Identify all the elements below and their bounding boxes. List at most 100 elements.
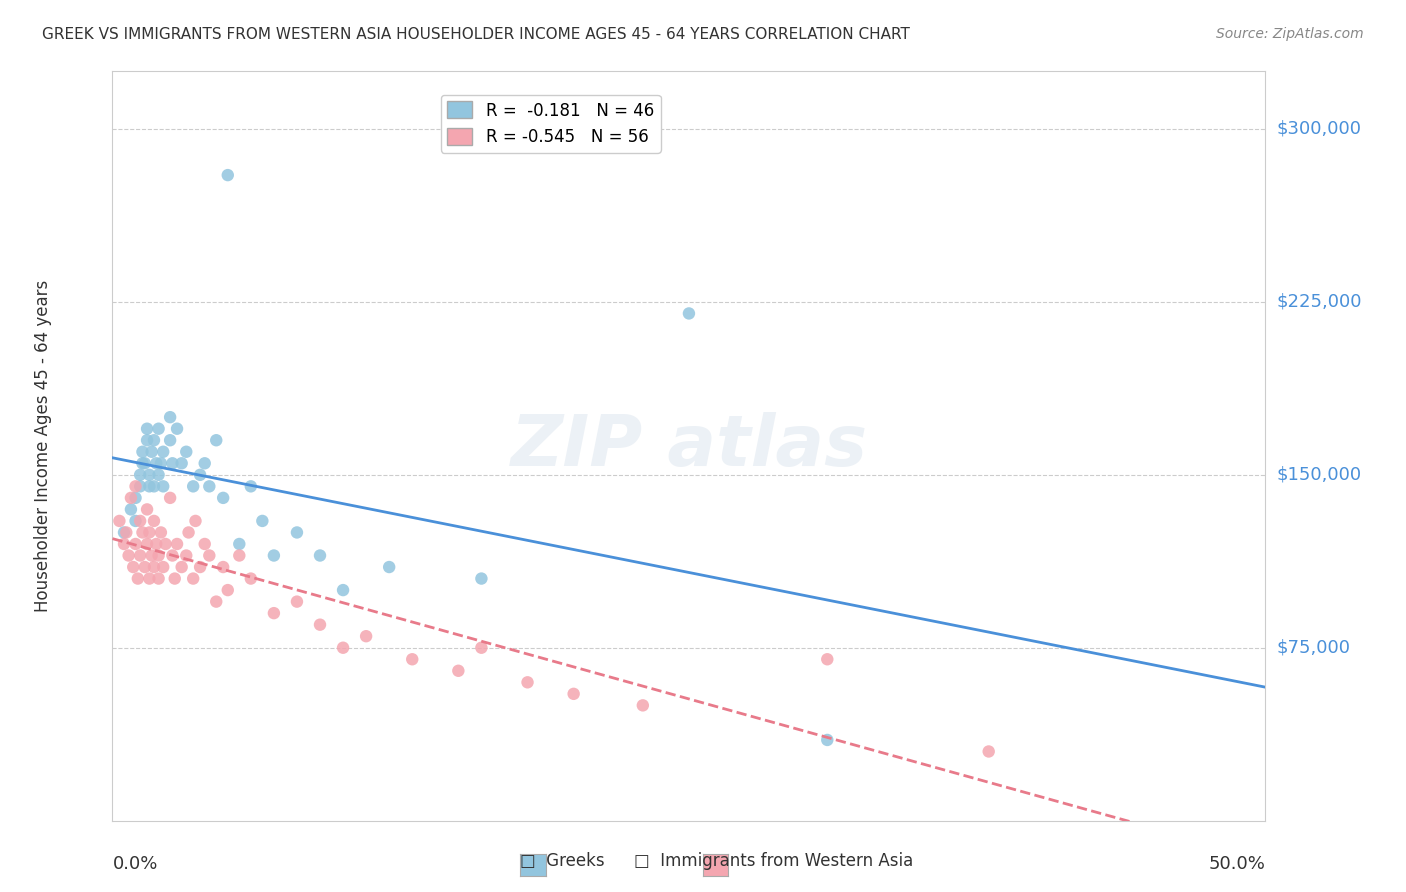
Point	[136, 422, 159, 436]
Point	[470, 640, 492, 655]
Point	[120, 491, 142, 505]
Point	[129, 514, 152, 528]
Point	[977, 744, 1000, 758]
Point	[143, 514, 166, 528]
Point	[162, 549, 184, 563]
Point	[170, 456, 193, 470]
Point	[117, 549, 139, 563]
Point	[217, 168, 239, 182]
Point	[112, 525, 135, 540]
Point	[205, 594, 228, 608]
Text: 0.0%: 0.0%	[112, 855, 157, 873]
Point	[177, 525, 200, 540]
Point	[148, 467, 170, 482]
Point	[194, 456, 217, 470]
Point	[131, 444, 153, 458]
Point	[285, 594, 308, 608]
Text: ZIP atlas: ZIP atlas	[510, 411, 868, 481]
Point	[309, 549, 332, 563]
Point	[163, 572, 186, 586]
Point	[217, 583, 239, 598]
Point	[332, 640, 354, 655]
Point	[148, 422, 170, 436]
Point	[401, 652, 423, 666]
Point	[562, 687, 585, 701]
Point	[252, 514, 274, 528]
Point	[138, 479, 160, 493]
Point	[205, 434, 228, 448]
Point	[129, 467, 152, 482]
Text: GREEK VS IMMIGRANTS FROM WESTERN ASIA HOUSEHOLDER INCOME AGES 45 - 64 YEARS CORR: GREEK VS IMMIGRANTS FROM WESTERN ASIA HO…	[42, 27, 910, 42]
Point	[129, 549, 152, 563]
Point	[198, 549, 221, 563]
Point	[631, 698, 654, 713]
Point	[149, 525, 172, 540]
Point	[148, 549, 170, 563]
Point	[198, 479, 221, 493]
Point	[447, 664, 470, 678]
Point	[212, 491, 235, 505]
Point	[263, 606, 285, 620]
Point	[239, 479, 262, 493]
Point	[138, 572, 160, 586]
Text: □  Immigrants from Western Asia: □ Immigrants from Western Asia	[634, 852, 912, 870]
Point	[152, 479, 174, 493]
Point	[143, 560, 166, 574]
Point	[149, 456, 172, 470]
Text: $75,000: $75,000	[1277, 639, 1351, 657]
Text: $300,000: $300,000	[1277, 120, 1361, 138]
Point	[159, 434, 181, 448]
Point	[309, 617, 332, 632]
Point	[131, 525, 153, 540]
Point	[136, 537, 159, 551]
Point	[136, 434, 159, 448]
Point	[148, 572, 170, 586]
Point	[122, 560, 145, 574]
Point	[181, 572, 204, 586]
Point	[155, 537, 177, 551]
Text: Householder Income Ages 45 - 64 years: Householder Income Ages 45 - 64 years	[34, 280, 52, 612]
Point	[815, 733, 838, 747]
Point	[174, 549, 197, 563]
Point	[159, 491, 181, 505]
Point	[127, 572, 149, 586]
Text: □  Greeks: □ Greeks	[520, 852, 605, 870]
Point	[138, 467, 160, 482]
Point	[141, 549, 163, 563]
Point	[228, 549, 250, 563]
Point	[188, 560, 211, 574]
Point	[184, 514, 207, 528]
Point	[143, 479, 166, 493]
Point	[285, 525, 308, 540]
Point	[166, 422, 188, 436]
Point	[131, 456, 153, 470]
Point	[124, 479, 146, 493]
Point	[188, 467, 211, 482]
Point	[108, 514, 131, 528]
Text: $225,000: $225,000	[1277, 293, 1362, 311]
Point	[134, 456, 156, 470]
Point	[129, 479, 152, 493]
Point	[152, 560, 174, 574]
Point	[170, 560, 193, 574]
Point	[124, 514, 146, 528]
Point	[159, 410, 181, 425]
Text: Source: ZipAtlas.com: Source: ZipAtlas.com	[1216, 27, 1364, 41]
Point	[166, 537, 188, 551]
Point	[138, 525, 160, 540]
Point	[470, 572, 492, 586]
Point	[120, 502, 142, 516]
Point	[181, 479, 204, 493]
Point	[332, 583, 354, 598]
Point	[112, 537, 135, 551]
Point	[174, 444, 197, 458]
Point	[212, 560, 235, 574]
Point	[143, 434, 166, 448]
Point	[152, 444, 174, 458]
Point	[354, 629, 377, 643]
Point	[162, 456, 184, 470]
Legend: R =  -0.181   N = 46, R = -0.545   N = 56: R = -0.181 N = 46, R = -0.545 N = 56	[440, 95, 661, 153]
Point	[194, 537, 217, 551]
Point	[145, 456, 167, 470]
Point	[678, 306, 700, 320]
